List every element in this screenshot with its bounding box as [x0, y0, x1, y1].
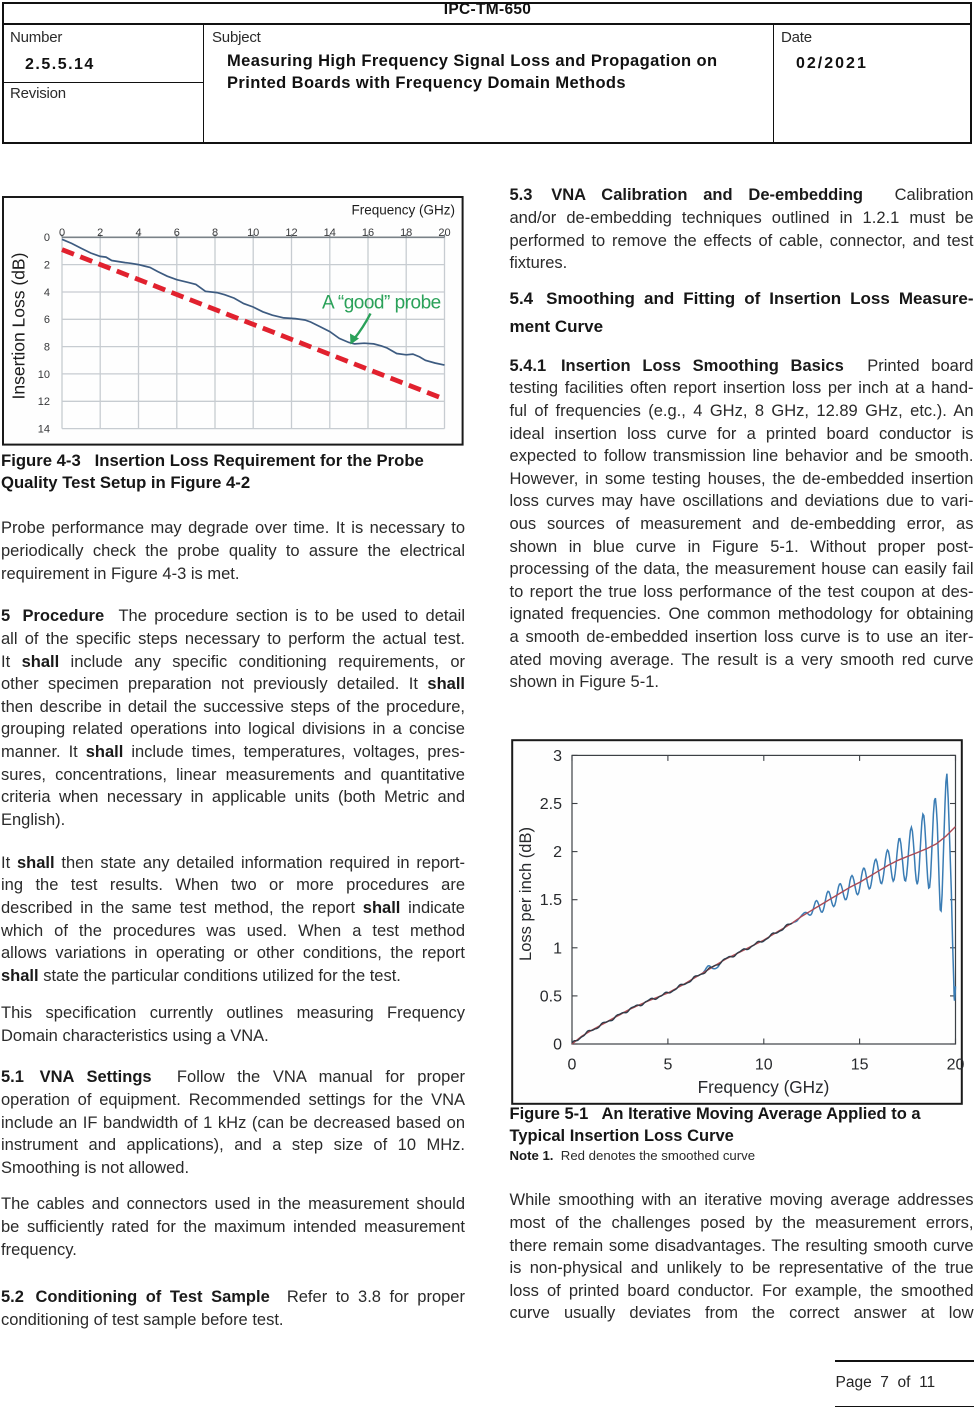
- svg-text:5: 5: [663, 1057, 672, 1074]
- svg-text:2.5: 2.5: [540, 796, 562, 813]
- svg-text:2: 2: [97, 227, 103, 239]
- svg-text:0: 0: [568, 1057, 577, 1074]
- svg-text:2: 2: [553, 844, 562, 861]
- svg-text:0.5: 0.5: [540, 988, 562, 1005]
- svg-text:0: 0: [59, 227, 65, 239]
- svg-text:14: 14: [38, 423, 50, 435]
- svg-text:3: 3: [553, 748, 562, 765]
- svg-text:Frequency (GHz): Frequency (GHz): [698, 1077, 830, 1097]
- svg-text:6: 6: [174, 227, 180, 239]
- svg-text:8: 8: [44, 341, 50, 353]
- svg-text:Loss per inch (dB): Loss per inch (dB): [517, 827, 535, 961]
- svg-text:16: 16: [362, 227, 374, 239]
- svg-text:4: 4: [44, 287, 50, 299]
- svg-text:1.5: 1.5: [540, 892, 562, 909]
- svg-text:Frequency (GHz): Frequency (GHz): [351, 203, 455, 218]
- svg-text:15: 15: [851, 1057, 869, 1074]
- svg-text:10: 10: [755, 1057, 773, 1074]
- svg-text:10: 10: [38, 369, 50, 381]
- svg-text:2: 2: [44, 259, 50, 271]
- svg-text:20: 20: [947, 1057, 965, 1074]
- svg-text:14: 14: [324, 227, 336, 239]
- svg-text:4: 4: [135, 227, 141, 239]
- svg-text:A “good” probe: A “good” probe: [322, 293, 441, 314]
- svg-text:1: 1: [553, 940, 562, 957]
- svg-text:12: 12: [38, 396, 50, 408]
- svg-text:Insertion Loss (dB): Insertion Loss (dB): [9, 253, 29, 400]
- svg-text:0: 0: [44, 232, 50, 244]
- svg-text:18: 18: [400, 227, 412, 239]
- svg-text:20: 20: [438, 227, 450, 239]
- svg-text:8: 8: [212, 227, 218, 239]
- svg-text:10: 10: [247, 227, 259, 239]
- svg-text:12: 12: [285, 227, 297, 239]
- svg-text:6: 6: [44, 314, 50, 326]
- svg-text:0: 0: [553, 1037, 562, 1054]
